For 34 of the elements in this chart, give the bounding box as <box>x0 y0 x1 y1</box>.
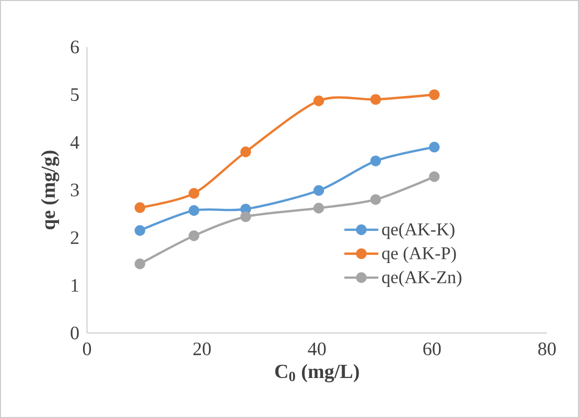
point <box>313 96 324 106</box>
point <box>188 188 200 199</box>
x-tick-label: 80 <box>538 342 556 356</box>
y-tick-label: 3 <box>70 184 79 196</box>
y-tick-label: 6 <box>70 40 79 54</box>
y-tick-label: 5 <box>71 88 79 101</box>
x-tick-label: 60 <box>423 342 441 356</box>
point <box>240 211 252 222</box>
point <box>134 202 146 213</box>
y-tick-label: 4 <box>70 136 80 149</box>
x-tick-label: 40 <box>308 342 326 356</box>
point <box>188 205 200 216</box>
point <box>428 171 440 182</box>
legend-label: qe (AK-P) <box>382 246 456 263</box>
point <box>370 94 381 105</box>
point <box>313 185 324 196</box>
legend-label: qe(AK-Zn) <box>382 270 462 287</box>
point <box>428 89 440 100</box>
point <box>134 258 146 270</box>
y-axis-title: qe (mg/g) <box>40 150 60 230</box>
legend-label: qe(AK-K) <box>382 222 454 240</box>
point <box>134 225 146 236</box>
point <box>313 202 324 214</box>
y-tick-label: 1 <box>72 279 78 292</box>
point <box>370 156 381 166</box>
x-axis-title: C$_{0}$ (mg/L) <box>275 364 359 382</box>
x-tick-label: 0 <box>82 342 92 356</box>
point <box>428 142 440 152</box>
y-tick-label: 0 <box>70 326 79 340</box>
point <box>188 230 200 242</box>
x-tick-label: 20 <box>193 342 211 356</box>
point <box>240 146 252 158</box>
point <box>370 194 381 205</box>
y-tick-label: 2 <box>70 231 78 244</box>
